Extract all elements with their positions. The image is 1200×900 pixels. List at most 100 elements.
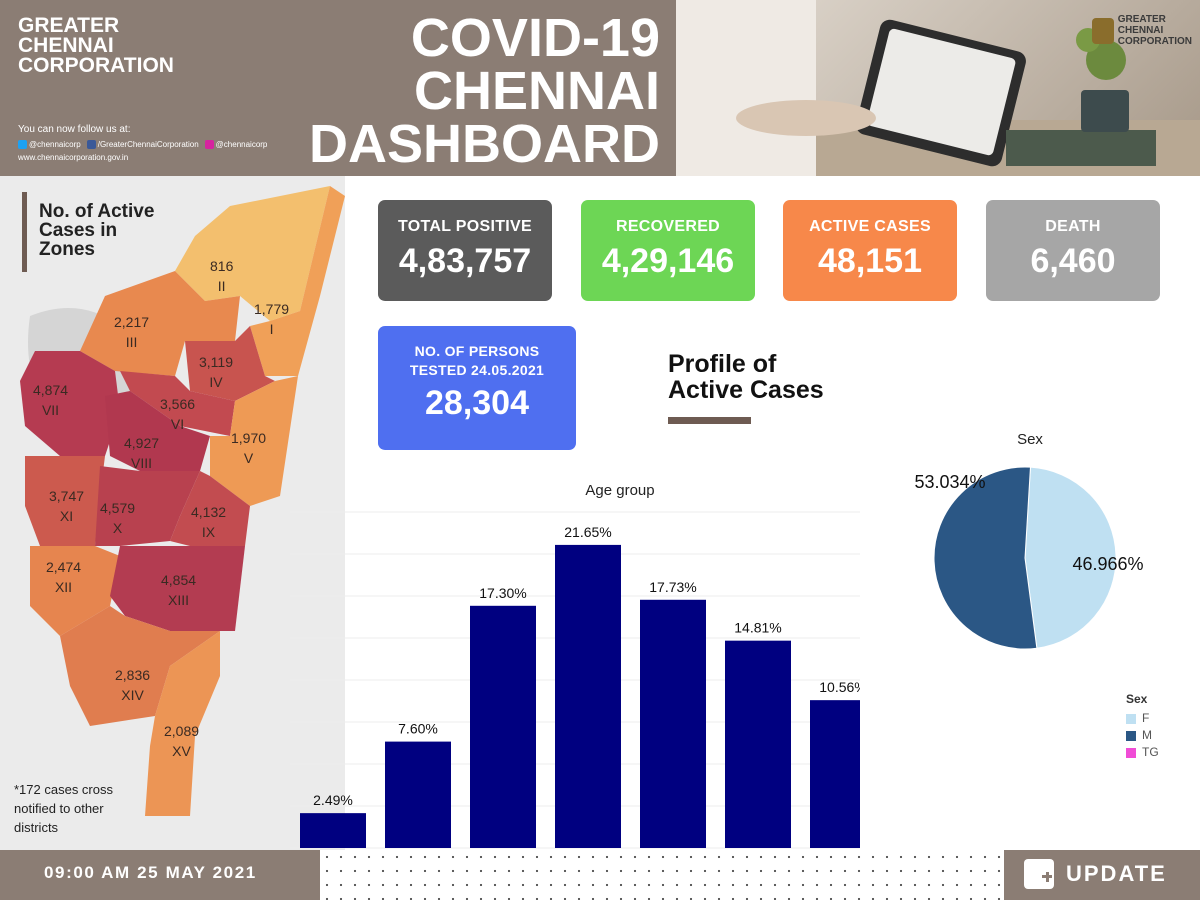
- facebook-handle: /GreaterChennaiCorporation: [97, 140, 199, 149]
- facebook-icon: [86, 140, 96, 150]
- website-url[interactable]: www.chennaicorporation.gov.in: [18, 153, 129, 162]
- death-card: DEATH 6,460: [986, 200, 1160, 301]
- title-line-2: CHENNAI: [413, 61, 660, 121]
- age-bar: [470, 605, 536, 848]
- legend-swatch-tg: [1126, 747, 1136, 758]
- age-bar-label: 21.65%: [564, 524, 611, 540]
- zone-label-ix: 4,132 IX: [191, 504, 227, 540]
- sex-chart-title: Sex: [1017, 431, 1043, 448]
- zone-i-region: [250, 186, 345, 376]
- age-bar-label: 17.73%: [649, 579, 696, 595]
- zone-v-region: [210, 376, 298, 506]
- sex-pie-chart: Sex 46.966% 53.034%: [914, 431, 1144, 650]
- profile-title-line-2: Active Cases: [668, 376, 824, 404]
- title-line-1: COVID-19: [410, 8, 660, 68]
- logo-line-3: CORPORATION: [1117, 36, 1192, 47]
- pie-slice-m: [933, 466, 1038, 650]
- twitter-handle: @chennaicorp: [29, 140, 81, 149]
- note-line-3: districts: [14, 820, 59, 835]
- footer-left-panel: [0, 850, 320, 900]
- recovered-label: RECOVERED: [615, 218, 721, 235]
- zone-label-i: 1,779 I: [254, 301, 290, 337]
- org-line-1: GREATER: [18, 14, 120, 37]
- persons-tested-card: NO. OF PERSONS TESTED 24.05.2021 28,304: [378, 326, 576, 450]
- profile-title-accent: [668, 417, 751, 424]
- logo-line-1: GREATER: [1117, 14, 1166, 25]
- age-bar-label: 14.81%: [734, 620, 781, 636]
- note-line-1: *172 cases cross: [14, 782, 113, 797]
- org-line-2: CHENNAI: [18, 34, 114, 57]
- zone-label-viii: 4,927 VIII: [124, 435, 160, 471]
- age-group-chart: Age group 2.49% 7.60% 17.30% 21.65% 17.73% 14.…: [290, 482, 860, 849]
- zone-xiii-region: [110, 546, 245, 631]
- age-bar-label: 2.49%: [313, 792, 353, 808]
- zone-label-ii: 816 II: [210, 258, 234, 294]
- active-cases-value: 48,151: [818, 242, 922, 280]
- profile-title: Profile of Active Cases: [668, 351, 824, 403]
- age-bar: [555, 544, 621, 848]
- active-cases-card: ACTIVE CASES 48,151: [783, 200, 957, 301]
- map-title-line-3: Zones: [39, 239, 95, 260]
- zone-viii-region: [105, 391, 210, 471]
- age-bar-label: 17.30%: [479, 585, 526, 601]
- age-bar: [725, 640, 791, 848]
- doctor-tablet-image: [676, 0, 1200, 176]
- zone-vi-region: [120, 371, 235, 436]
- corporation-seal-icon: [1091, 17, 1114, 44]
- persons-tested-value: 28,304: [425, 384, 529, 422]
- tested-label-line-2: TESTED 24.05.2021: [409, 362, 545, 378]
- social-facebook[interactable]: /GreaterChennaiCorporation: [86, 140, 199, 150]
- legend-swatch-m: [1126, 730, 1136, 741]
- recovered-card: RECOVERED 4,29,146: [581, 200, 755, 301]
- total-positive-card: TOTAL POSITIVE 4,83,757: [378, 200, 552, 301]
- zone-xi-region: [25, 456, 105, 546]
- legend-item-f: F: [1126, 710, 1159, 727]
- social-instagram[interactable]: @chennaicorp: [204, 140, 268, 150]
- follow-text: You can now follow us at:: [18, 124, 131, 135]
- age-bar-label: 7.60%: [398, 721, 438, 737]
- zone-label-iv: 3,119 IV: [199, 354, 233, 390]
- pie-slice-f: [1024, 466, 1117, 649]
- twitter-icon: [18, 140, 27, 150]
- tested-label-line-1: NO. OF PERSONS: [414, 343, 540, 359]
- map-title: No. of Active Cases in Zones: [39, 202, 154, 259]
- map-title-accent: [22, 192, 27, 272]
- instagram-handle: @chennaicorp: [215, 140, 268, 149]
- death-label: DEATH: [1045, 218, 1101, 235]
- update-label[interactable]: UPDATE: [1066, 861, 1167, 886]
- footer-dotted-band: [320, 850, 1004, 900]
- total-positive-value: 4,83,757: [398, 242, 532, 280]
- logo-line-2: CHENNAI: [1117, 25, 1164, 36]
- zone-ix-region: [170, 471, 250, 546]
- map-title-line-1: No. of Active: [39, 201, 155, 222]
- zone-label-x: 4,579 X: [100, 500, 136, 536]
- social-twitter[interactable]: @chennaicorp: [18, 140, 81, 150]
- zone-xiv-region: [60, 606, 220, 726]
- zone-label-vi: 3,566 VI: [160, 396, 196, 432]
- age-bar-label: 10.56%: [819, 679, 860, 695]
- cross-notified-note: *172 cases cross notified to other distr…: [14, 780, 113, 837]
- update-plus-icon: [1024, 859, 1054, 889]
- chennai-zone-map: [0, 176, 345, 850]
- zone-x-region: [95, 466, 200, 546]
- death-value: 6,460: [1030, 242, 1116, 280]
- active-cases-label: ACTIVE CASES: [809, 218, 931, 235]
- age-chart-title: Age group: [585, 482, 654, 499]
- legend-title: Sex: [1126, 692, 1148, 706]
- age-bar: [300, 813, 366, 848]
- pie-label-f: 46.966%: [1072, 554, 1143, 574]
- zone-label-xv: 2,089 XV: [164, 723, 200, 759]
- title-line-3: DASHBOARD: [309, 114, 660, 174]
- social-links: @chennaicorp /GreaterChennaiCorporation …: [18, 140, 268, 150]
- age-bar: [810, 700, 860, 848]
- zone-map-panel: [0, 176, 345, 850]
- org-line-3: CORPORATION: [18, 54, 174, 77]
- note-line-2: notified to other: [14, 801, 104, 816]
- pie-label-m: 53.034%: [914, 472, 985, 492]
- profile-title-line-1: Profile of: [668, 350, 777, 378]
- update-datetime: 09:00 AM 25 MAY 2021: [44, 863, 257, 882]
- corporation-logo: GREATER CHENNAI CORPORATION: [1091, 14, 1192, 47]
- persons-tested-label: NO. OF PERSONS TESTED 24.05.2021: [378, 342, 576, 380]
- zone-label-iii: 2,217 III: [114, 314, 150, 350]
- instagram-icon: [204, 140, 214, 150]
